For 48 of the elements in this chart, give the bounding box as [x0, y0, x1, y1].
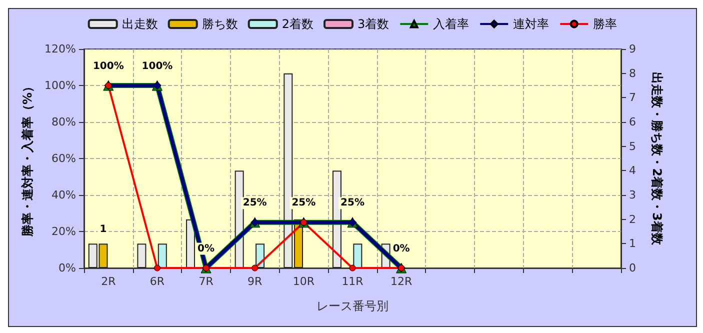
- y2-tick-label: 3: [629, 188, 636, 202]
- legend-label: 2着数: [282, 17, 314, 31]
- y2-tick-label: 5: [629, 140, 636, 153]
- y2-tick-label: 6: [629, 116, 636, 128]
- x-axis-title: レース番号別: [316, 299, 388, 313]
- y-tick-label: 0%: [58, 262, 76, 274]
- x-tick-label: 12R: [390, 275, 412, 288]
- x-tick-label: 6R: [150, 275, 165, 288]
- y2-tick-label: 2: [629, 212, 636, 226]
- y-axis-title: 勝率・連対率・入着率（%）: [20, 80, 35, 238]
- data-label: 25%: [340, 198, 364, 209]
- y-tick-label: 100%: [44, 79, 76, 92]
- x-tick-label: 7R: [198, 275, 214, 288]
- y-tick-label: 40%: [52, 188, 76, 202]
- legend-label: 3着数: [358, 17, 390, 31]
- legend-label: 勝ち数: [202, 17, 238, 31]
- bar: [137, 244, 146, 268]
- legend-label: 出走数: [122, 17, 158, 31]
- data-label: 0%: [198, 243, 215, 254]
- y2-tick-label: 8: [629, 66, 636, 80]
- data-label: 100%: [92, 60, 124, 72]
- y-tick-label: 20%: [52, 225, 76, 238]
- y2-tick-label: 0: [629, 262, 636, 274]
- y2-tick-label: 9: [629, 42, 636, 56]
- y2-axis-title: 出走数・勝ち数・2着数・3着数: [650, 72, 664, 246]
- x-tick-label: 11R: [342, 275, 364, 288]
- y-tick-label: 120%: [44, 42, 76, 56]
- y-tick-label: 80%: [52, 116, 76, 128]
- x-tick-label: 2R: [101, 275, 116, 288]
- data-label: 25%: [292, 198, 316, 209]
- y2-tick-label: 1: [629, 237, 636, 250]
- x-tick-label: 10R: [292, 275, 315, 288]
- bar: [158, 244, 167, 268]
- legend-label: 連対率: [513, 17, 550, 31]
- point: [154, 264, 160, 272]
- y2-tick-label: 7: [629, 91, 636, 104]
- legend-label: 勝率: [593, 17, 618, 31]
- bar: [353, 244, 362, 268]
- point: [252, 264, 258, 272]
- data-label: 0%: [392, 243, 410, 254]
- data-label: 1: [100, 224, 107, 236]
- y-tick-label: 60%: [52, 152, 76, 165]
- point: [349, 264, 356, 272]
- legend-label: 入着率: [433, 17, 470, 31]
- data-label: 25%: [242, 198, 267, 209]
- y2-tick-label: 4: [629, 164, 636, 178]
- data-label: 100%: [142, 60, 173, 72]
- x-tick-label: 9R: [248, 275, 263, 288]
